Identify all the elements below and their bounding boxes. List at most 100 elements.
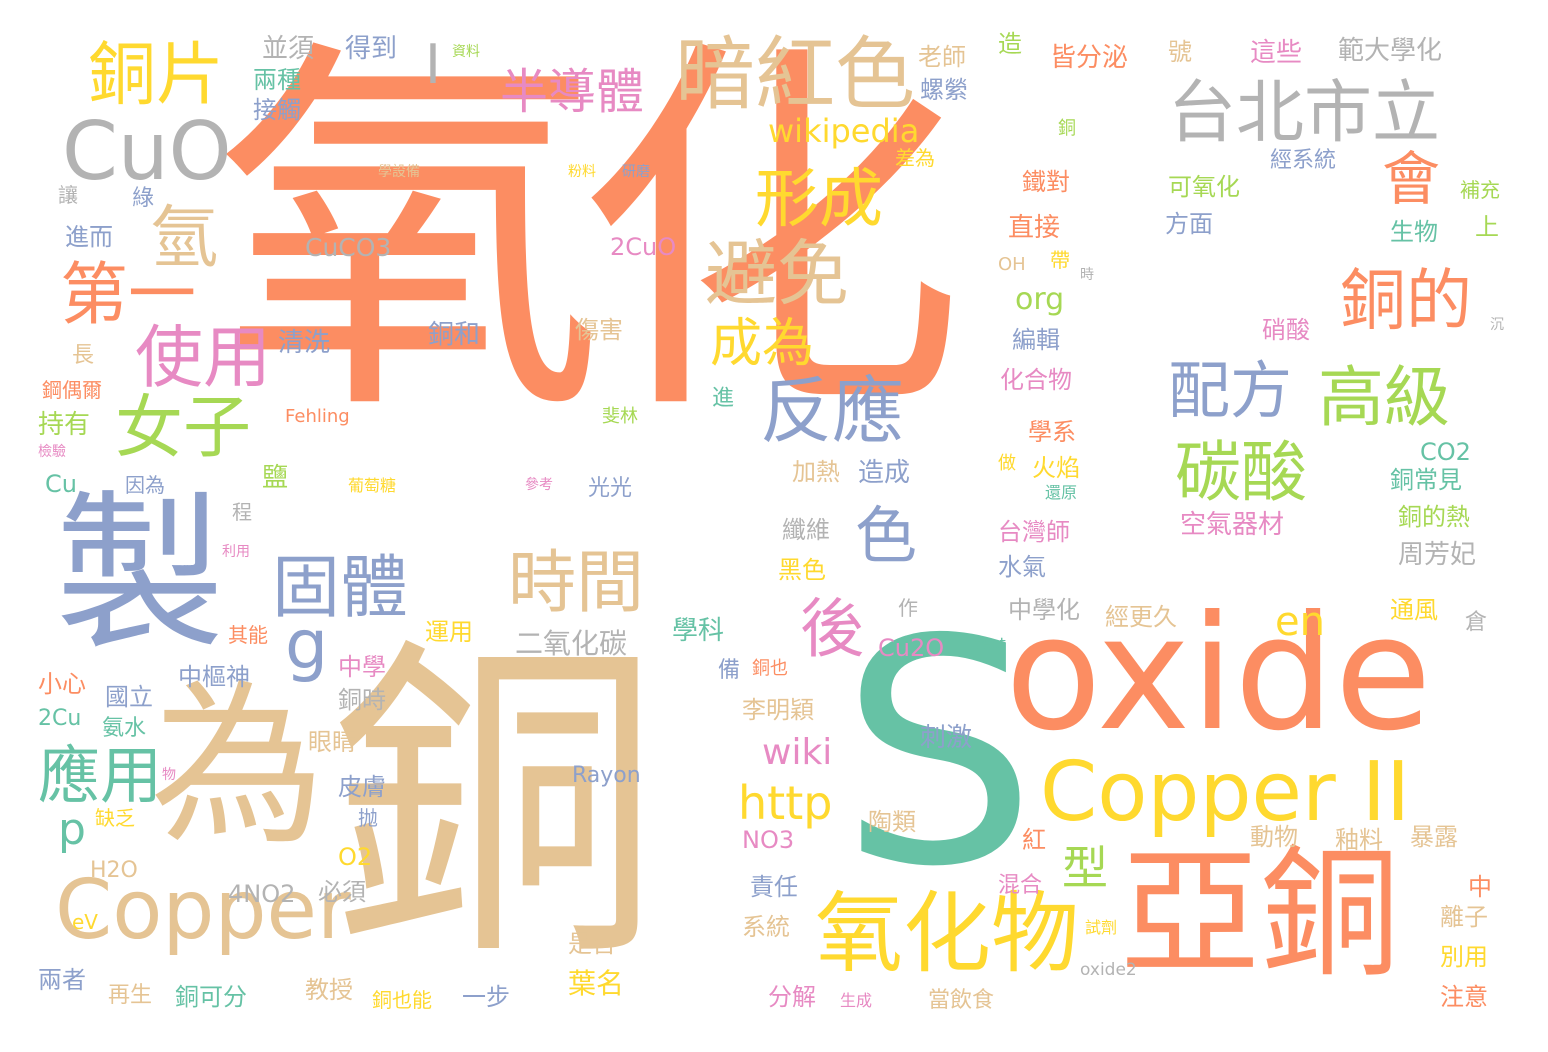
cloud-word: 為 [150,666,325,869]
cloud-word: 使用 [135,319,272,398]
cloud-word: 補充 [1460,178,1500,202]
cloud-word: 銅的熱 [1398,503,1470,531]
cloud-word: 2Cu [38,706,82,731]
cloud-word: 離子 [1440,903,1488,931]
cloud-word: 台灣師 [998,518,1070,546]
cloud-word: 台北市立 [1168,74,1441,153]
cloud-word: 釉料 [1335,826,1383,854]
cloud-word: NO3 [742,826,795,854]
cloud-word: 物 [162,767,176,783]
cloud-word: 斐林 [602,406,638,427]
cloud-word: 反應 [760,369,905,453]
cloud-word: 高級 [1318,359,1450,436]
cloud-word: p [58,804,86,855]
cloud-word: 形成 [755,163,883,237]
cloud-word: OH [998,254,1026,275]
cloud-word: 製 [55,476,226,674]
cloud-word: Copper II [1040,745,1411,840]
cloud-word: 色 [855,499,918,572]
cloud-word: CuCO3 [305,233,392,262]
cloud-word: 銅片 [88,36,225,115]
cloud-word: 時間 [508,544,645,623]
cloud-word: 眼睛 [308,728,356,756]
cloud-word: 資料 [452,44,480,60]
cloud-word: 可氧化 [1168,173,1240,201]
cloud-word: 氧化 [215,8,965,462]
cloud-word: 分解 [768,983,816,1011]
cloud-word: 空氣器材 [1180,510,1285,540]
cloud-word: 持有 [38,410,91,440]
cloud-word: 別用 [1440,943,1488,971]
cloud-word: 黑色 [778,556,826,584]
cloud-word: 傷害 [575,316,623,344]
cloud-word: 責任 [750,873,798,901]
cloud-word: 4NO2 [228,880,296,908]
cloud-word: 銅也能 [372,988,432,1012]
cloud-word: 注意 [1440,983,1488,1011]
cloud-word: 系統 [742,913,790,941]
cloud-word: 缺乏 [95,806,135,830]
cloud-word: 應用 [38,739,163,812]
cloud-word: 利用 [222,544,250,560]
cloud-word: en [1275,599,1325,645]
cloud-word: Fehling [285,406,350,427]
cloud-word: 銅的 [1340,262,1472,339]
cloud-word: 陶類 [868,808,916,836]
cloud-word: 倉 [1465,610,1488,635]
cloud-word: 老師 [918,43,966,71]
cloud-word: 運用 [425,618,473,646]
cloud-word: 綠 [132,186,155,211]
cloud-word: 讓 [58,183,78,207]
cloud-word: 學科 [672,616,725,646]
cloud-word: H2O [90,858,138,883]
cloud-word: 固體 [272,549,409,628]
cloud-word: test [975,634,1006,653]
cloud-word: Cu [45,470,77,498]
cloud-word: 這些 [1250,38,1303,68]
cloud-word: 後 [800,593,864,667]
cloud-word: 造 [998,30,1022,58]
cloud-word: 會 [1382,145,1441,213]
cloud-word: 半導體 [500,64,645,120]
cloud-word: wikipedia [768,112,920,150]
cloud-word: 暴露 [1410,823,1458,851]
cloud-word: 中學化 [1008,596,1080,624]
cloud-word: 一步 [462,983,510,1011]
cloud-word: 避免 [705,232,850,316]
cloud-word: 還原 [1045,483,1078,502]
cloud-word: 編輯 [1012,326,1060,354]
cloud-word: 方面 [1165,210,1213,238]
cloud-word: 經更久 [1105,603,1177,631]
cloud-word: org [1015,282,1065,317]
cloud-word: 鐵對 [1022,168,1070,196]
cloud-word: oxide2 [1080,960,1137,980]
cloud-word: 做 [998,453,1016,474]
cloud-word: CuO [62,105,232,198]
cloud-word: 通風 [1390,596,1438,624]
cloud-word: 螺縈 [920,76,968,104]
cloud-word: 葡萄糖 [348,476,397,495]
cloud-word: 銅 [330,613,660,997]
cloud-word: 進 [712,386,735,411]
cloud-word: 兩者 [38,966,86,994]
cloud-word: 皮膚 [338,773,386,801]
cloud-word: 直接 [1008,213,1061,243]
cloud-word: 銅和 [428,320,481,350]
cloud-word: 範大學化 [1338,36,1443,66]
cloud-word: 亞銅 [1120,833,1401,996]
cloud-word: 再生 [108,983,153,1008]
cloud-word: 進而 [65,223,113,251]
cloud-word: 火焰 [1032,454,1080,482]
cloud-word: 必須 [318,878,366,906]
cloud-word: S [840,574,1037,935]
cloud-word: 時 [1080,267,1094,283]
cloud-word: 程 [232,500,252,524]
cloud-word: 當飲食 [928,988,995,1013]
cloud-word: Copper [55,863,351,958]
cloud-word: 得到 [345,34,398,64]
cloud-word: 研磨 [622,164,650,180]
cloud-word: 帶 [1050,248,1070,272]
cloud-word: 紅 [1022,826,1046,854]
cloud-word: 生物 [1390,218,1438,246]
cloud-word: 學系 [1028,418,1076,446]
